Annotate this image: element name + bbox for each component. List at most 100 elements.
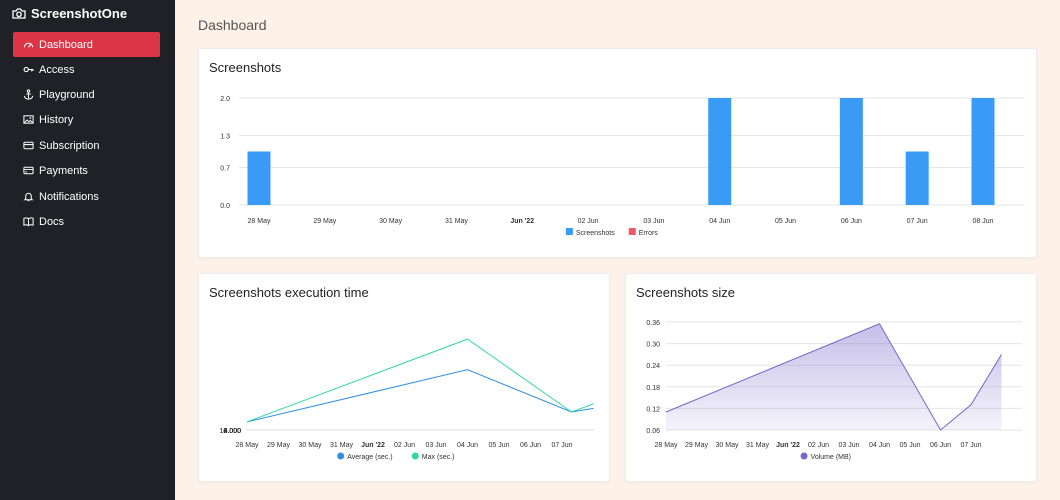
screenshots-card: 0.0 0.7 1.3 2.0 28 May 29 May 30 May 31 May Jun … [198, 48, 1037, 258]
app-name: ScreenshotOne [31, 5, 128, 21]
x-tick-label: 08 Jun [972, 218, 993, 225]
y-tick-label: 8.000 [223, 428, 241, 435]
x-tick-label: 04 Jun [869, 442, 890, 449]
x-tick-label: 30 May [379, 218, 402, 225]
sidebar: ScreenshotOne Dashboard Access Playgroun… [0, 0, 175, 500]
sidebar-item-subscription[interactable]: Subscription [13, 133, 160, 158]
page-title: Dashboard [198, 17, 267, 33]
x-tick-label: 29 May [685, 442, 708, 449]
y-tick-label: 10.000 [220, 428, 242, 435]
card-title: Screenshots size [636, 285, 735, 300]
y-tick-label: 0.0 [220, 203, 230, 210]
legend-swatch [411, 452, 419, 460]
x-tick-label: 29 May [267, 442, 290, 449]
x-tick-label: 06 Jun [520, 442, 541, 449]
legend-swatch [628, 228, 636, 235]
key-icon [23, 66, 34, 73]
x-tick-label: 05 Jun [899, 442, 920, 449]
brand[interactable]: ScreenshotOne [12, 4, 127, 22]
x-tick-label: 02 Jun [394, 442, 415, 449]
y-tick-label: 0.12 [646, 406, 660, 413]
series-line [246, 338, 594, 423]
sidebar-item-access[interactable]: Access [13, 57, 160, 82]
sidebar-item-label: Dashboard [39, 38, 93, 51]
x-tick-label: 31 May [746, 442, 769, 449]
legend-label: Screenshots [576, 230, 615, 237]
sidebar-item-label: Payments [39, 164, 88, 177]
x-tick-label: 02 Jun [808, 442, 829, 449]
y-tick-label: 12.000 [220, 428, 242, 435]
y-tick-label: 4.000 [223, 428, 241, 435]
x-tick-label: 04 Jun [709, 218, 730, 225]
y-tick-label: 0.18 [646, 385, 660, 392]
x-tick-label: 05 Jun [488, 442, 509, 449]
x-tick-label: 03 Jun [643, 218, 664, 225]
legend-swatch [565, 228, 573, 235]
execution-time-card: 0.000 2.000 4.000 6.000 8.000 10.000 12.000 28 … [198, 273, 610, 482]
y-tick-label: 0.06 [646, 428, 660, 435]
x-tick-label: 07 Jun [907, 218, 928, 225]
sidebar-item-playground[interactable]: Playground [13, 82, 160, 107]
size-area-chart: 0.06 0.12 0.18 0.24 0.30 0.36 28 May 29 May 30 M… [646, 320, 1022, 461]
y-tick-label: 2.000 [223, 428, 241, 435]
x-tick-label: 07 Jun [551, 442, 572, 449]
sidebar-item-history[interactable]: History [13, 107, 160, 132]
bar [839, 98, 863, 205]
sidebar-item-payments[interactable]: Payments [13, 158, 160, 183]
x-tick-label: 03 Jun [838, 442, 859, 449]
y-tick-label: 0.36 [646, 320, 660, 327]
x-tick-label: 03 Jun [425, 442, 446, 449]
y-tick-label: 0.7 [220, 166, 230, 173]
wallet-icon [23, 166, 34, 175]
x-tick-label: 31 May [330, 442, 353, 449]
sidebar-item-label: History [39, 113, 74, 126]
bell-icon [23, 192, 34, 202]
x-tick-label: 28 May [236, 442, 259, 449]
x-tick-label: 06 Jun [930, 442, 951, 449]
x-tick-label: 30 May [716, 442, 739, 449]
y-tick-label: 2.0 [220, 96, 230, 103]
legend-label: Errors [639, 230, 659, 237]
x-tick-label: 02 Jun [578, 218, 599, 225]
x-tick-label: 28 May [248, 218, 271, 225]
x-tick-label: 30 May [299, 442, 322, 449]
sidebar-item-label: Notifications [39, 190, 99, 203]
x-tick-label: 04 Jun [457, 442, 478, 449]
card-title: Screenshots [209, 60, 282, 75]
card-title: Screenshots execution time [209, 285, 369, 300]
legend-label: Average (sec.) [347, 454, 392, 461]
bar [905, 151, 929, 205]
sidebar-item-dashboard[interactable]: Dashboard [13, 32, 160, 57]
size-card: 0.06 0.12 0.18 0.24 0.30 0.36 28 May 29 May 30 M… [625, 273, 1037, 482]
bar [971, 98, 995, 205]
x-tick-label: 29 May [313, 218, 336, 225]
y-tick-label: 6.000 [223, 428, 241, 435]
sidebar-item-notifications[interactable]: Notifications [13, 184, 160, 209]
y-tick-label: 0.24 [646, 363, 660, 370]
bar [247, 151, 271, 205]
y-tick-label: 0.30 [646, 342, 660, 349]
x-tick-label: 05 Jun [775, 218, 796, 225]
sidebar-item-label: Access [39, 63, 75, 76]
anchor-icon [23, 89, 34, 100]
legend-label: Max (sec.) [422, 454, 455, 461]
x-tick-label: 28 May [655, 442, 678, 449]
y-tick-label: 0.000 [223, 428, 241, 435]
series-line [665, 323, 1002, 431]
sidebar-item-label: Playground [39, 88, 95, 101]
series-line [246, 369, 594, 423]
sidebar-item-label: Docs [39, 215, 65, 228]
legend-swatch [337, 452, 345, 460]
sidebar-item-docs[interactable]: Docs [13, 209, 160, 234]
gauge-icon [23, 42, 34, 48]
legend-label: Volume (MB) [811, 454, 851, 461]
x-tick-label: Jun '22 [776, 442, 800, 449]
x-tick-label: Jun '22 [361, 442, 385, 449]
camera-icon [12, 8, 26, 19]
screenshots-bar-chart: 0.0 0.7 1.3 2.0 28 May 29 May 30 May 31 May Jun … [220, 96, 1024, 237]
image-icon [23, 115, 34, 124]
x-tick-label: 31 May [445, 218, 468, 225]
x-tick-label: 06 Jun [841, 218, 862, 225]
y-tick-label: 1.3 [220, 133, 230, 140]
